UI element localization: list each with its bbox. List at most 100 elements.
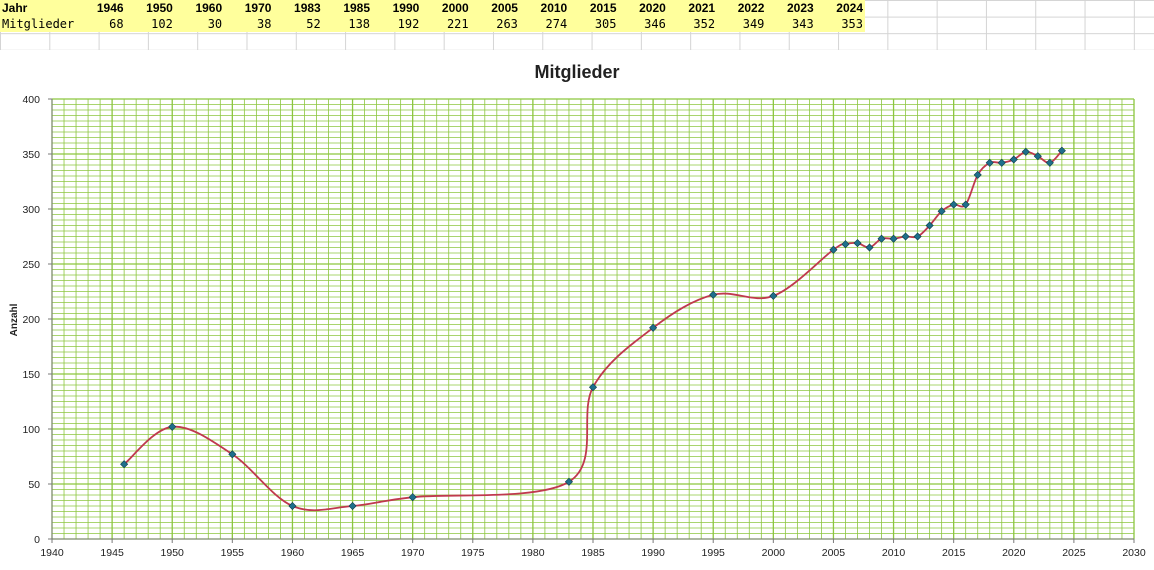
data-point-marker[interactable] bbox=[1009, 155, 1018, 164]
data-point-marker[interactable] bbox=[408, 493, 417, 502]
count-cell[interactable]: 30 bbox=[174, 16, 225, 32]
x-tick-label: 1955 bbox=[221, 547, 245, 559]
data-point-marker[interactable] bbox=[985, 158, 994, 167]
count-cell[interactable]: 349 bbox=[717, 16, 767, 32]
x-tick-label: 1975 bbox=[461, 547, 485, 559]
data-point-marker[interactable] bbox=[288, 501, 297, 511]
x-tick-label: 1965 bbox=[341, 547, 365, 559]
y-tick-label: 250 bbox=[22, 259, 40, 271]
year-cell[interactable]: 2010 bbox=[519, 0, 570, 16]
year-cell[interactable]: 1990 bbox=[372, 0, 422, 16]
x-tick-label: 1945 bbox=[100, 547, 124, 559]
count-cell[interactable]: 343 bbox=[766, 16, 816, 32]
data-point-marker[interactable] bbox=[649, 323, 658, 332]
year-cell[interactable]: 2023 bbox=[766, 0, 816, 16]
year-cell[interactable]: 1960 bbox=[174, 0, 225, 16]
x-tick-label: 2000 bbox=[762, 547, 786, 559]
x-tick-label: 2025 bbox=[1062, 547, 1086, 559]
y-tick-label: 150 bbox=[22, 369, 40, 381]
count-cell[interactable]: 138 bbox=[322, 16, 373, 32]
data-point-marker[interactable] bbox=[841, 240, 850, 249]
data-point-marker[interactable] bbox=[168, 422, 177, 431]
data-point-marker[interactable] bbox=[973, 170, 982, 179]
year-cell[interactable]: 2020 bbox=[618, 0, 668, 16]
data-point-marker[interactable] bbox=[877, 234, 886, 243]
year-cell[interactable]: 2024 bbox=[815, 0, 865, 16]
count-cell[interactable]: 263 bbox=[470, 16, 520, 32]
data-point-marker[interactable] bbox=[588, 383, 598, 392]
year-cell[interactable]: 2022 bbox=[717, 0, 767, 16]
data-point-marker[interactable] bbox=[997, 158, 1006, 167]
y-tick-label: 0 bbox=[34, 534, 40, 546]
y-tick-label: 300 bbox=[22, 204, 40, 216]
grid-lines bbox=[51, 98, 1135, 540]
y-tick-label: 350 bbox=[22, 149, 40, 161]
count-cell[interactable]: 346 bbox=[618, 16, 668, 32]
y-tick-label: 200 bbox=[22, 314, 40, 326]
count-cell[interactable]: 192 bbox=[372, 16, 422, 32]
data-point-marker[interactable] bbox=[120, 460, 129, 469]
year-cell[interactable]: 1950 bbox=[125, 0, 175, 16]
data-point-marker[interactable] bbox=[1033, 152, 1042, 161]
year-cell[interactable]: 1985 bbox=[322, 0, 373, 16]
year-cell[interactable]: 2021 bbox=[667, 0, 718, 16]
data-point-marker[interactable] bbox=[829, 245, 838, 254]
data-point-marker[interactable] bbox=[709, 290, 718, 299]
x-tick-label: 1960 bbox=[281, 547, 305, 559]
year-cell[interactable]: 2015 bbox=[569, 0, 619, 16]
data-point-marker[interactable] bbox=[925, 221, 934, 230]
data-point-marker[interactable] bbox=[564, 477, 573, 486]
data-point-marker[interactable] bbox=[769, 291, 778, 300]
data-table: Jahr 1946 1950 1960 1970 1983 1985 1990 … bbox=[0, 0, 865, 32]
count-cell[interactable]: 274 bbox=[519, 16, 570, 32]
data-point-marker[interactable] bbox=[228, 450, 237, 459]
data-point-marker[interactable] bbox=[1021, 147, 1030, 156]
y-tick-label: 400 bbox=[22, 94, 40, 106]
data-point-marker[interactable] bbox=[949, 200, 958, 209]
count-cell[interactable]: 221 bbox=[421, 16, 471, 32]
data-point-marker[interactable] bbox=[901, 232, 910, 241]
data-markers bbox=[120, 146, 1066, 511]
data-point-marker[interactable] bbox=[889, 234, 898, 243]
x-tick-label: 2020 bbox=[1002, 547, 1026, 559]
y-tick-label: 100 bbox=[22, 424, 40, 436]
x-tick-label: 2010 bbox=[882, 547, 906, 559]
data-point-marker[interactable] bbox=[913, 232, 922, 241]
year-cell[interactable]: 1946 bbox=[76, 0, 126, 16]
year-cell[interactable]: 2005 bbox=[470, 0, 520, 16]
count-cell[interactable]: 68 bbox=[76, 16, 126, 32]
data-point-marker[interactable] bbox=[1045, 158, 1054, 167]
tick-labels: 1940 1945 1950 1955 1960 1965 1970 1975 1980 1985… bbox=[22, 94, 1145, 559]
row-label-members[interactable]: Mitglieder bbox=[0, 16, 77, 32]
count-cell[interactable]: 305 bbox=[569, 16, 619, 32]
x-tick-label: 1970 bbox=[401, 547, 425, 559]
x-tick-label: 2005 bbox=[822, 547, 846, 559]
data-point-marker[interactable] bbox=[961, 200, 970, 209]
data-point-marker[interactable] bbox=[348, 501, 357, 511]
row-label-year[interactable]: Jahr bbox=[0, 0, 77, 16]
x-tick-label: 1950 bbox=[161, 547, 185, 559]
members-chart[interactable]: Mitglieder Anzahl 1940 1945 1950 1955 1960 19… bbox=[0, 50, 1154, 570]
count-cell[interactable]: 38 bbox=[224, 16, 274, 32]
count-cell[interactable]: 102 bbox=[125, 16, 175, 32]
x-tick-label: 2015 bbox=[942, 547, 966, 559]
x-tick-label: 1985 bbox=[581, 547, 605, 559]
y-tick-label: 50 bbox=[28, 479, 40, 491]
year-cell[interactable]: 1970 bbox=[224, 0, 274, 16]
count-cell[interactable]: 352 bbox=[667, 16, 718, 32]
data-point-marker[interactable] bbox=[937, 207, 946, 216]
x-tick-label: 1980 bbox=[521, 547, 545, 559]
count-cell[interactable]: 52 bbox=[273, 16, 323, 32]
data-point-marker[interactable] bbox=[853, 239, 862, 248]
data-point-marker[interactable] bbox=[865, 243, 874, 252]
x-tick-label: 1995 bbox=[702, 547, 726, 559]
x-tick-label: 1940 bbox=[40, 547, 64, 559]
members-row: Mitglieder 68 102 30 38 52 138 192 221 2… bbox=[0, 16, 865, 32]
y-axis-label: Anzahl bbox=[9, 303, 20, 336]
x-tick-label: 1990 bbox=[641, 547, 665, 559]
year-cell[interactable]: 2000 bbox=[421, 0, 471, 16]
data-point-marker[interactable] bbox=[1057, 146, 1066, 155]
x-tick-label: 2030 bbox=[1122, 547, 1146, 559]
year-cell[interactable]: 1983 bbox=[273, 0, 323, 16]
count-cell[interactable]: 353 bbox=[815, 16, 865, 32]
